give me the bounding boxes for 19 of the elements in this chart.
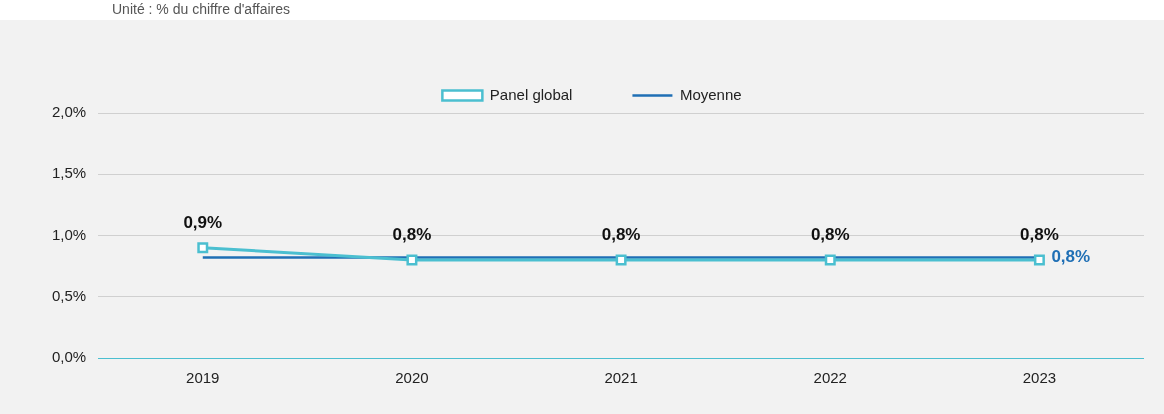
x-tick-label: 2022 bbox=[813, 369, 847, 387]
x-tick-label: 2023 bbox=[1022, 369, 1057, 387]
y-tick-label: 0,0% bbox=[51, 348, 87, 366]
y-tick-label: 1,5% bbox=[51, 164, 87, 182]
data-label: 0,8% bbox=[601, 225, 641, 245]
y-tick-label: 2,0% bbox=[51, 103, 87, 121]
data-label: 0,8% bbox=[810, 225, 850, 245]
data-label: 0,8% bbox=[1051, 247, 1091, 267]
chart-subtitle: Unité : % du chiffre d'affaires bbox=[112, 0, 291, 18]
data-label: 0,8% bbox=[1020, 225, 1059, 245]
x-tick-label: 2021 bbox=[604, 369, 638, 387]
x-tick-label: 2020 bbox=[395, 369, 429, 387]
y-tick-label: 0,5% bbox=[51, 286, 87, 304]
legend-label: Panel global bbox=[489, 85, 573, 103]
legend-label: Moyenne bbox=[679, 85, 742, 103]
data-label: 0,9% bbox=[183, 212, 223, 232]
data-label: 0,8% bbox=[392, 225, 432, 245]
x-tick-label: 2019 bbox=[186, 369, 220, 387]
y-tick-label: 1,0% bbox=[51, 225, 87, 243]
